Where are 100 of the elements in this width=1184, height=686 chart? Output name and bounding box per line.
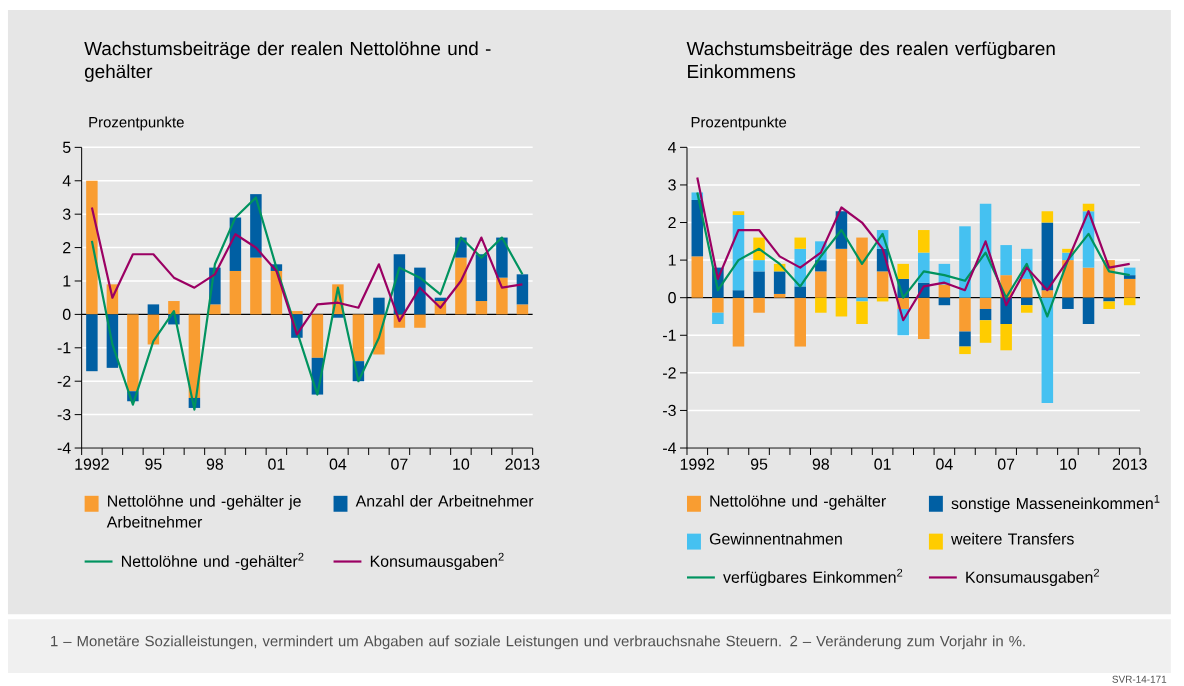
y-tick-label: 4 xyxy=(62,175,71,187)
bar xyxy=(168,301,180,315)
bar xyxy=(414,314,426,328)
bar xyxy=(1062,297,1074,309)
bar xyxy=(1041,222,1054,291)
legend-label: sonstige Masseneinkommen$^{1}$ xyxy=(951,495,1160,513)
bar xyxy=(86,314,98,372)
legend-label: Nettolöhne und -gehälter je Arbeitnehmer xyxy=(106,495,301,528)
y-axis-title: Prozentpunkte xyxy=(691,116,787,131)
y-tick-label: 2 xyxy=(63,242,71,254)
bar xyxy=(979,320,992,343)
bar xyxy=(352,314,365,362)
bar xyxy=(516,304,529,315)
bar xyxy=(773,271,786,294)
chart-title: Wachstumsbeiträge der realen Nettolöhne und -gehälter xyxy=(84,41,491,82)
bar xyxy=(815,271,827,298)
legend-label: Gewinnentnahmen xyxy=(709,532,842,545)
bar xyxy=(1020,278,1033,298)
chart-title: Wachstumsbeiträge des realen verfügbaren Einkommens xyxy=(686,41,1055,79)
bar xyxy=(959,331,971,347)
bar xyxy=(897,263,909,279)
bar xyxy=(1041,211,1054,223)
x-tick-label: 07 xyxy=(997,458,1015,470)
bar xyxy=(918,252,930,283)
bar xyxy=(229,270,242,315)
y-tick-label: -3 xyxy=(663,404,676,417)
legend-label: weitere Transfers xyxy=(951,532,1074,545)
bar xyxy=(86,180,98,315)
y-tick-label: 0 xyxy=(668,292,676,304)
x-tick-label: 95 xyxy=(145,458,162,470)
y-tick-label: -4 xyxy=(57,442,71,454)
bar xyxy=(753,297,765,313)
y-tick-label: -2 xyxy=(57,375,71,387)
y-tick-label: -3 xyxy=(57,408,71,421)
bar xyxy=(712,312,724,324)
bar xyxy=(1000,324,1012,351)
bar xyxy=(753,260,765,272)
x-tick-label: 10 xyxy=(453,458,470,470)
y-tick-label: 3 xyxy=(668,179,676,191)
x-tick-label: 2013 xyxy=(1112,458,1147,470)
legend-label: Konsumausgaben$^{2}$ xyxy=(370,552,504,571)
bar xyxy=(1082,297,1095,324)
legend-label: Nettolöhne und -gehälter xyxy=(710,495,886,510)
bar xyxy=(959,226,971,298)
x-tick-label: 2013 xyxy=(505,458,540,470)
bar xyxy=(516,274,529,305)
bar xyxy=(1082,267,1095,298)
bar xyxy=(1041,290,1054,298)
bar xyxy=(732,211,745,216)
x-tick-label: 01 xyxy=(874,458,891,470)
bar xyxy=(856,237,868,298)
y-tick-label: 2 xyxy=(668,216,676,229)
bar xyxy=(1041,297,1054,403)
y-tick-label: -1 xyxy=(57,342,71,354)
text: SVR-14-171 xyxy=(1112,675,1167,683)
bar xyxy=(794,297,807,347)
bar xyxy=(732,297,745,347)
bar xyxy=(1000,245,1012,276)
y-tick-label: 4 xyxy=(668,141,677,153)
bar xyxy=(753,271,765,298)
bar xyxy=(815,297,827,313)
bar xyxy=(209,304,221,315)
bar xyxy=(691,256,704,298)
bar xyxy=(856,301,868,324)
line-series xyxy=(90,196,524,411)
bar xyxy=(455,257,467,315)
y-tick-label: 1 xyxy=(668,254,676,266)
bar xyxy=(475,301,488,315)
y-tick-label: 5 xyxy=(62,141,71,153)
x-tick-label: 01 xyxy=(268,458,285,470)
x-tick-label: 98 xyxy=(206,458,224,470)
x-tick-label: 95 xyxy=(750,458,768,470)
bar xyxy=(373,297,385,315)
y-axis-title: Prozentpunkte xyxy=(89,116,184,131)
bar xyxy=(815,260,827,272)
bar xyxy=(475,254,488,302)
y-tick-label: -2 xyxy=(663,367,676,379)
x-tick-label: 04 xyxy=(936,458,953,470)
bar xyxy=(250,257,262,315)
x-tick-label: 98 xyxy=(812,458,829,470)
bar xyxy=(938,284,951,298)
bar xyxy=(835,297,848,317)
bar xyxy=(311,314,324,358)
bar xyxy=(835,248,848,298)
line-series xyxy=(90,206,524,336)
x-tick-label: 10 xyxy=(1060,458,1077,470)
bar xyxy=(979,297,992,309)
text: 1 – Monetäre Sozialleistungen, vermindert um Abgaben auf soziale Leistungen und verbrauchsnahe Steuern. 2 – Veränderung zum Vorjahr in %. xyxy=(51,635,1025,650)
y-tick-label: 1 xyxy=(63,275,71,287)
legend-label: verfügbares Einkommen$^{2}$ xyxy=(723,568,903,587)
x-tick-label: 04 xyxy=(329,458,347,470)
bar xyxy=(794,286,807,298)
bar xyxy=(496,277,508,315)
bar xyxy=(147,304,160,315)
bar xyxy=(959,297,971,332)
bar xyxy=(918,297,930,340)
bar xyxy=(712,297,724,313)
bar xyxy=(979,308,992,321)
x-tick-label: 1992 xyxy=(75,458,109,470)
y-tick-label: 0 xyxy=(62,308,71,321)
